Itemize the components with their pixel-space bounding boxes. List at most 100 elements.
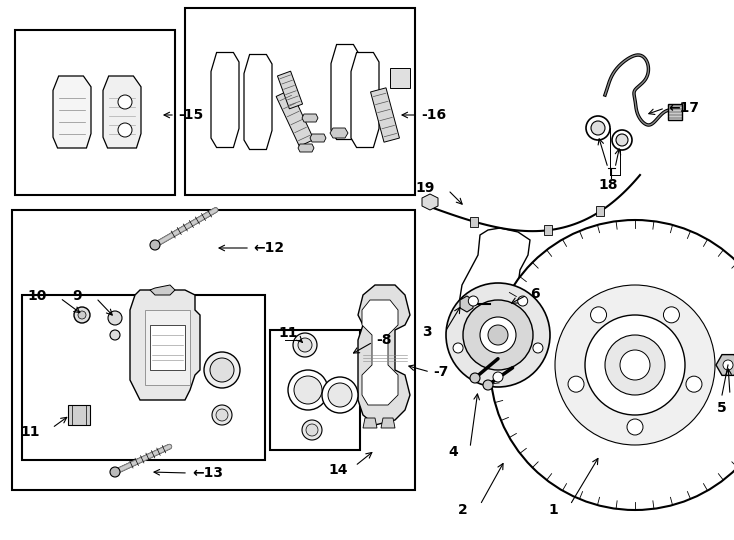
Text: 2: 2 bbox=[458, 503, 468, 517]
Text: ←17: ←17 bbox=[668, 101, 699, 115]
Polygon shape bbox=[298, 144, 314, 152]
Circle shape bbox=[723, 360, 733, 370]
Polygon shape bbox=[211, 52, 239, 147]
Circle shape bbox=[483, 380, 493, 390]
Text: -7: -7 bbox=[433, 365, 448, 379]
Circle shape bbox=[480, 317, 516, 353]
Circle shape bbox=[110, 330, 120, 340]
Text: 4: 4 bbox=[448, 445, 458, 459]
Circle shape bbox=[470, 373, 480, 383]
Polygon shape bbox=[331, 44, 359, 139]
Polygon shape bbox=[150, 285, 175, 295]
Bar bbox=[22, 295, 265, 460]
Polygon shape bbox=[53, 76, 91, 148]
Circle shape bbox=[298, 338, 312, 352]
Polygon shape bbox=[460, 296, 473, 312]
Polygon shape bbox=[381, 418, 395, 428]
Circle shape bbox=[328, 383, 352, 407]
Polygon shape bbox=[302, 114, 318, 122]
Circle shape bbox=[110, 467, 120, 477]
Circle shape bbox=[616, 134, 628, 146]
Bar bbox=[390, 68, 410, 88]
Bar bbox=[15, 30, 175, 195]
Text: 3: 3 bbox=[422, 325, 432, 339]
Circle shape bbox=[204, 352, 240, 388]
Circle shape bbox=[453, 343, 463, 353]
Bar bbox=[277, 71, 302, 109]
Circle shape bbox=[463, 300, 533, 370]
Circle shape bbox=[210, 358, 234, 382]
Bar bbox=[596, 206, 604, 217]
Polygon shape bbox=[422, 194, 438, 210]
Text: 19: 19 bbox=[415, 181, 435, 195]
Text: ←12: ←12 bbox=[253, 241, 284, 255]
Bar bbox=[145, 310, 190, 385]
Circle shape bbox=[468, 296, 479, 306]
Circle shape bbox=[664, 307, 680, 323]
Text: 1: 1 bbox=[548, 503, 558, 517]
Circle shape bbox=[605, 335, 665, 395]
Bar bbox=[544, 225, 552, 235]
Circle shape bbox=[591, 121, 605, 135]
Circle shape bbox=[585, 315, 685, 415]
Bar bbox=[371, 88, 399, 142]
Bar bbox=[12, 210, 415, 490]
Circle shape bbox=[620, 350, 650, 380]
Bar bbox=[68, 405, 90, 425]
Polygon shape bbox=[310, 134, 326, 142]
Circle shape bbox=[586, 116, 610, 140]
Polygon shape bbox=[351, 52, 379, 147]
Circle shape bbox=[488, 325, 508, 345]
Polygon shape bbox=[358, 285, 410, 425]
Polygon shape bbox=[363, 418, 377, 428]
Bar bbox=[270, 330, 360, 450]
Circle shape bbox=[118, 95, 132, 109]
Bar bbox=[150, 325, 185, 370]
Polygon shape bbox=[458, 228, 535, 390]
Text: -15: -15 bbox=[178, 108, 203, 122]
Polygon shape bbox=[244, 55, 272, 150]
Circle shape bbox=[302, 420, 322, 440]
Circle shape bbox=[446, 283, 550, 387]
Circle shape bbox=[293, 333, 317, 357]
Circle shape bbox=[150, 240, 160, 250]
Circle shape bbox=[555, 285, 715, 445]
Circle shape bbox=[493, 372, 503, 382]
Bar bbox=[668, 104, 682, 120]
Text: 14: 14 bbox=[329, 463, 348, 477]
Text: ←13: ←13 bbox=[192, 466, 223, 480]
Circle shape bbox=[216, 409, 228, 421]
Circle shape bbox=[118, 123, 132, 137]
Polygon shape bbox=[362, 300, 398, 405]
Circle shape bbox=[108, 311, 122, 325]
Text: 6: 6 bbox=[530, 287, 539, 301]
Circle shape bbox=[517, 296, 528, 306]
Bar bbox=[276, 90, 314, 146]
Text: 9: 9 bbox=[73, 289, 82, 303]
Text: 18: 18 bbox=[598, 178, 618, 192]
Circle shape bbox=[288, 370, 328, 410]
Circle shape bbox=[568, 376, 584, 392]
Polygon shape bbox=[103, 76, 141, 148]
Polygon shape bbox=[130, 290, 200, 400]
Text: -8: -8 bbox=[376, 333, 391, 347]
Bar bbox=[185, 8, 415, 195]
Polygon shape bbox=[716, 355, 734, 375]
Circle shape bbox=[591, 307, 606, 323]
Circle shape bbox=[627, 419, 643, 435]
Circle shape bbox=[294, 376, 322, 404]
Circle shape bbox=[533, 343, 543, 353]
Circle shape bbox=[322, 377, 358, 413]
Text: 10: 10 bbox=[28, 289, 47, 303]
Text: -16: -16 bbox=[421, 108, 446, 122]
Text: 5: 5 bbox=[717, 401, 727, 415]
Polygon shape bbox=[330, 128, 348, 138]
Circle shape bbox=[212, 405, 232, 425]
Circle shape bbox=[490, 220, 734, 510]
Circle shape bbox=[74, 307, 90, 323]
Text: 11: 11 bbox=[21, 425, 40, 439]
Bar bbox=[470, 217, 478, 226]
Circle shape bbox=[78, 311, 86, 319]
Text: 11: 11 bbox=[278, 326, 297, 340]
Circle shape bbox=[686, 376, 702, 392]
